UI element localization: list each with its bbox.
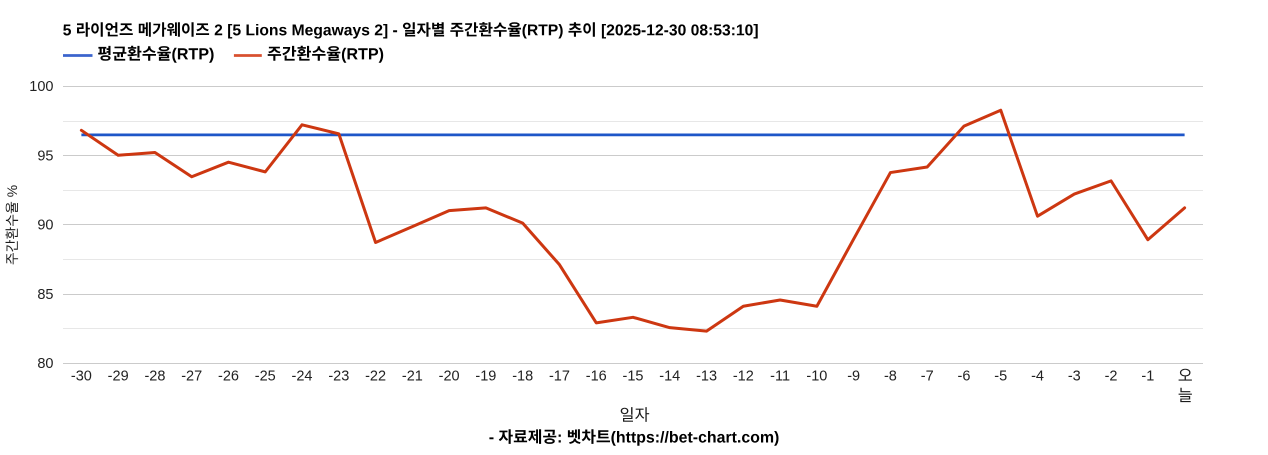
svg-text:-7: -7: [921, 369, 934, 385]
svg-text:-6: -6: [958, 369, 971, 385]
svg-text:-24: -24: [292, 369, 313, 385]
svg-text:-13: -13: [696, 369, 717, 385]
svg-text:-22: -22: [365, 369, 386, 385]
svg-text:-8: -8: [884, 369, 897, 385]
svg-text:-5: -5: [994, 369, 1007, 385]
svg-text:95: 95: [37, 148, 53, 164]
svg-text:-18: -18: [512, 369, 533, 385]
svg-text:-30: -30: [71, 369, 92, 385]
svg-text:-20: -20: [439, 369, 460, 385]
svg-text:90: 90: [37, 218, 53, 234]
svg-text:-3: -3: [1068, 369, 1081, 385]
svg-text:-14: -14: [659, 369, 680, 385]
svg-text:-29: -29: [108, 369, 129, 385]
svg-text:-2: -2: [1105, 369, 1118, 385]
svg-text:-28: -28: [144, 369, 165, 385]
svg-text:100: 100: [29, 79, 53, 95]
svg-text:-19: -19: [475, 369, 496, 385]
svg-text:-17: -17: [549, 369, 570, 385]
svg-text:-27: -27: [181, 369, 202, 385]
svg-text:-12: -12: [733, 369, 754, 385]
svg-text:-16: -16: [586, 369, 607, 385]
svg-text:-9: -9: [847, 369, 860, 385]
svg-text:-10: -10: [806, 369, 827, 385]
svg-text:-25: -25: [255, 369, 276, 385]
svg-text:-4: -4: [1031, 369, 1044, 385]
svg-text:-26: -26: [218, 369, 239, 385]
svg-text:-1: -1: [1141, 369, 1154, 385]
svg-text:-11: -11: [770, 369, 790, 385]
svg-text:-23: -23: [328, 369, 349, 385]
svg-text:80: 80: [37, 356, 53, 372]
svg-text:-21: -21: [402, 369, 423, 385]
svg-text:85: 85: [37, 287, 53, 303]
svg-text:-15: -15: [623, 369, 644, 385]
